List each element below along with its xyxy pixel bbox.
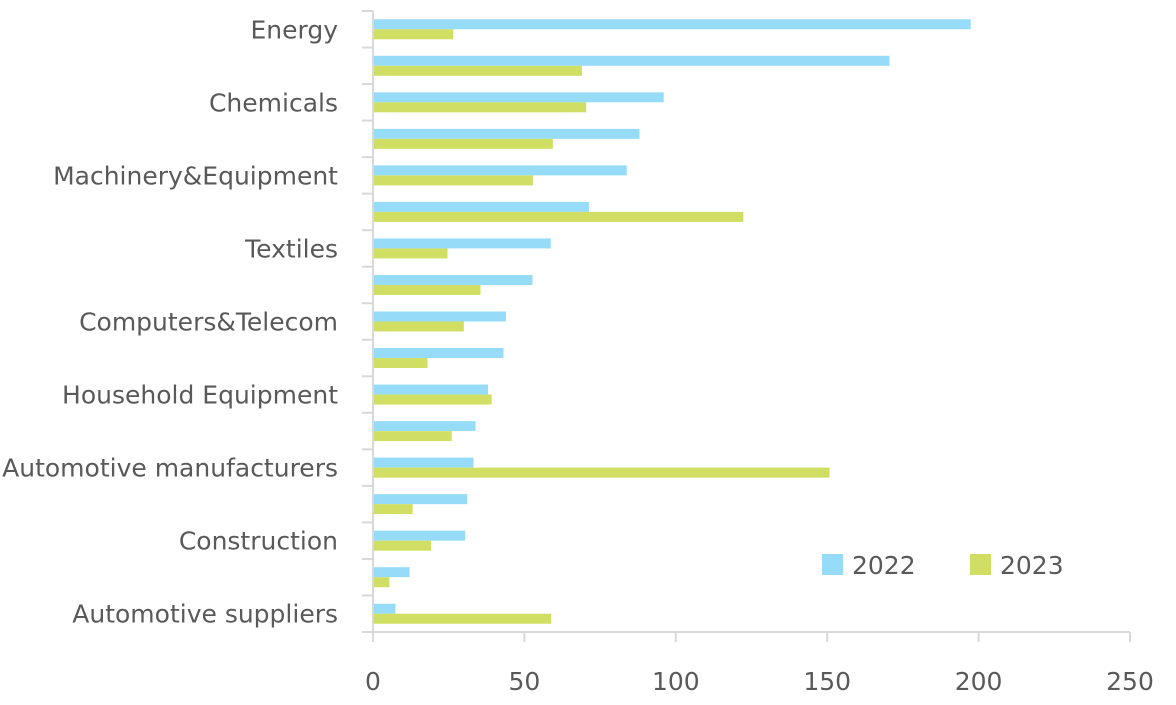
legend-label-2023: 2023 [1000,551,1064,580]
bar-2023-11 [373,431,452,442]
legend-swatch-2023 [970,554,991,575]
bar-2023-15 [373,577,390,588]
bar-2022-1 [373,55,890,66]
bar-2023-0 [373,29,454,40]
bar-2022-3 [373,128,640,139]
x-tick-label: 0 [365,667,381,696]
bar-2022-9 [373,348,504,359]
category-label: Construction [179,527,338,556]
bar-2022-5 [373,201,589,212]
bar-2023-5 [373,211,744,222]
bar-2022-12 [373,457,474,468]
bar-2023-14 [373,540,432,551]
x-tick-label: 150 [803,667,851,696]
y-axis [362,10,374,640]
category-label: Chemicals [209,88,338,117]
x-tick-label: 100 [652,667,700,696]
bar-2022-6 [373,238,551,249]
bar-2022-7 [373,274,533,285]
x-axis: 0 50 100 150 200 250 [362,631,1154,696]
bar-2022-11 [373,421,476,432]
category-label: Energy [250,15,338,44]
bar-2022-8 [373,311,506,322]
bar-2023-3 [373,138,553,149]
bar-2022-10 [373,384,489,395]
legend: 2022 2023 [822,551,1064,580]
bar-2022-13 [373,494,468,505]
legend-label-2022: 2022 [852,551,916,580]
bar-2023-8 [373,321,464,332]
bar-2023-7 [373,284,481,295]
bar-2022-0 [373,19,971,30]
category-label: Computers&Telecom [79,308,338,337]
bar-2022-15 [373,567,410,578]
bar-2023-9 [373,358,428,369]
category-label: Automotive manufacturers [2,454,338,483]
bar-2023-2 [373,102,587,113]
bar-2023-4 [373,175,533,186]
x-tick-label: 250 [1106,667,1154,696]
bar-2022-16 [373,603,396,614]
category-label: Automotive suppliers [72,600,338,629]
bar-2023-12 [373,467,830,478]
category-label: Textiles [244,234,338,263]
bar-2023-10 [373,394,492,405]
category-label: Machinery&Equipment [53,161,338,190]
x-tick-label: 50 [508,667,540,696]
legend-swatch-2022 [822,554,843,575]
bar-2023-16 [373,613,552,624]
category-label: Household Equipment [62,381,338,410]
bar-2023-13 [373,504,413,515]
x-tick-label: 200 [955,667,1003,696]
bar-2022-2 [373,92,664,103]
bar-2023-1 [373,65,582,76]
bar-2022-4 [373,165,627,176]
bar-2023-6 [373,248,448,259]
bar-2022-14 [373,530,466,541]
category-labels: Energy Chemicals Machinery&Equipment Textil… [2,15,338,628]
bars-group [373,19,971,624]
